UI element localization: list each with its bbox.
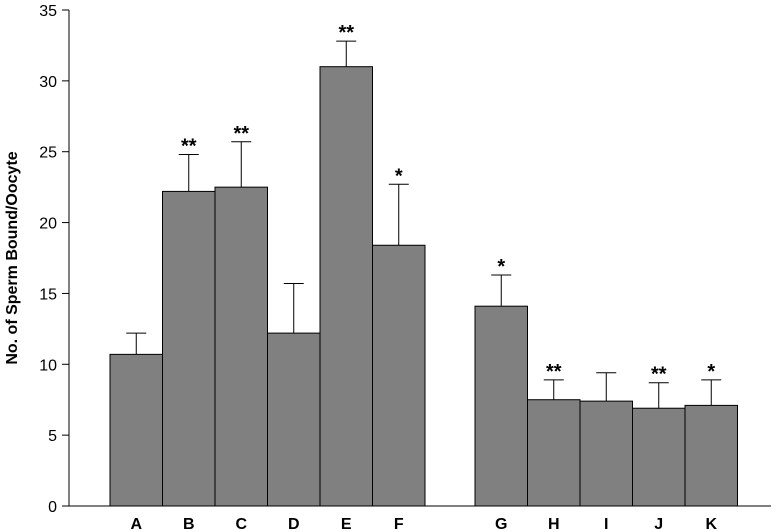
significance-marker-h: ** <box>546 361 562 383</box>
x-tick-label-d: D <box>288 516 300 532</box>
x-tick-label-k: K <box>705 516 717 532</box>
x-tick-label-f: F <box>394 516 404 532</box>
x-axis: A B C D E F G H I J K <box>69 505 771 532</box>
x-tick-label-a: A <box>130 516 142 532</box>
bar-a <box>109 353 163 507</box>
x-tick-label-c: C <box>235 516 247 532</box>
bar-b <box>162 190 216 507</box>
y-tick-label: 5 <box>48 428 57 445</box>
y-tick-label: 10 <box>39 357 57 374</box>
significance-marker-g: * <box>497 256 505 278</box>
bars: ********** ** * <box>109 22 738 507</box>
bar-c <box>214 186 268 507</box>
x-tick-label-j: J <box>654 516 663 532</box>
bar-i <box>579 400 633 507</box>
significance-marker-j: ** <box>651 364 667 386</box>
y-axis-label: No. of Sperm Bound/Oocyte <box>4 151 21 364</box>
significance-marker-b: ** <box>181 136 197 158</box>
significance-marker-e: ** <box>338 22 354 44</box>
x-tick-label-g: G <box>495 516 507 532</box>
significance-marker-k: * <box>707 361 715 383</box>
bar-f <box>372 244 426 507</box>
bar-k <box>684 404 738 507</box>
y-axis: 0 5 10 15 20 25 30 35 <box>39 3 70 516</box>
bar-g <box>474 305 528 507</box>
x-tick-label-i: I <box>604 516 608 532</box>
bar-h <box>527 399 581 507</box>
x-tick-label-e: E <box>341 516 352 532</box>
x-tick-label-b: B <box>183 516 195 532</box>
y-tick-label: 15 <box>39 286 57 303</box>
bar-e <box>319 66 373 507</box>
y-tick-label: 25 <box>39 145 57 162</box>
bar-j <box>632 407 686 507</box>
y-tick-label: 35 <box>39 3 57 20</box>
x-tick-label-h: H <box>548 516 560 532</box>
significance-marker-c: ** <box>233 123 249 145</box>
bar-d <box>267 332 321 507</box>
y-tick-label: 0 <box>48 499 57 516</box>
y-tick-label: 20 <box>39 216 57 233</box>
y-tick-label: 30 <box>39 74 57 91</box>
significance-marker-f: * <box>395 165 403 187</box>
